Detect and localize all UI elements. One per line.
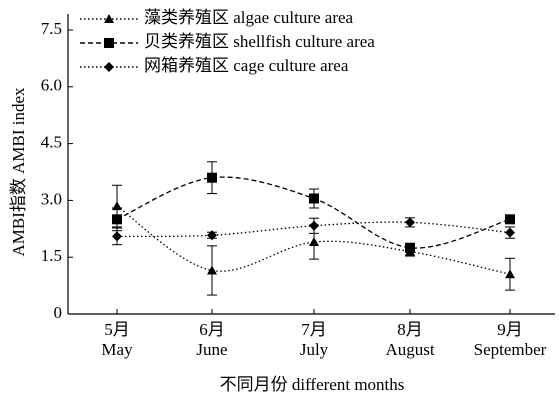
x-tick-label: 7月	[301, 320, 327, 339]
y-tick-label: 6.0	[41, 76, 62, 95]
legend-label: 网箱养殖区 cage culture area	[144, 56, 349, 75]
x-axis-label: 不同月份 different months	[220, 375, 405, 394]
legend-marker	[104, 14, 114, 23]
x-tick-label: May	[101, 340, 133, 359]
y-tick-label: 4.5	[41, 133, 62, 152]
data-point	[505, 214, 515, 225]
legend-label: 藻类养殖区 algae culture area	[144, 8, 354, 27]
x-tick-label: 8月	[397, 320, 423, 339]
legend-marker	[104, 62, 114, 72]
y-tick-label: 0	[54, 303, 63, 322]
y-tick-label: 1.5	[41, 246, 62, 265]
data-point	[112, 214, 122, 225]
x-tick-label: July	[300, 340, 329, 359]
data-point	[207, 265, 217, 275]
data-point	[405, 242, 415, 253]
y-axis-label: AMBI指数 AMBI index	[9, 87, 28, 257]
data-point	[309, 237, 319, 247]
data-point	[505, 269, 515, 279]
legend-marker	[104, 38, 114, 48]
data-point	[112, 231, 122, 242]
y-tick-label: 3.0	[41, 189, 62, 208]
x-tick-label: 5月	[104, 320, 130, 339]
data-point	[309, 220, 319, 231]
x-tick-label: 6月	[199, 320, 225, 339]
x-tick-label: June	[196, 340, 227, 359]
legend-label: 贝类养殖区 shellfish culture area	[144, 32, 375, 51]
y-tick-label: 7.5	[41, 19, 62, 38]
data-point	[405, 217, 415, 228]
data-point	[505, 227, 515, 238]
data-point	[309, 193, 319, 204]
x-tick-label: August	[385, 340, 434, 359]
x-tick-label: September	[474, 340, 547, 359]
x-tick-label: 9月	[497, 320, 523, 339]
data-point	[207, 172, 217, 183]
data-point	[207, 230, 217, 241]
